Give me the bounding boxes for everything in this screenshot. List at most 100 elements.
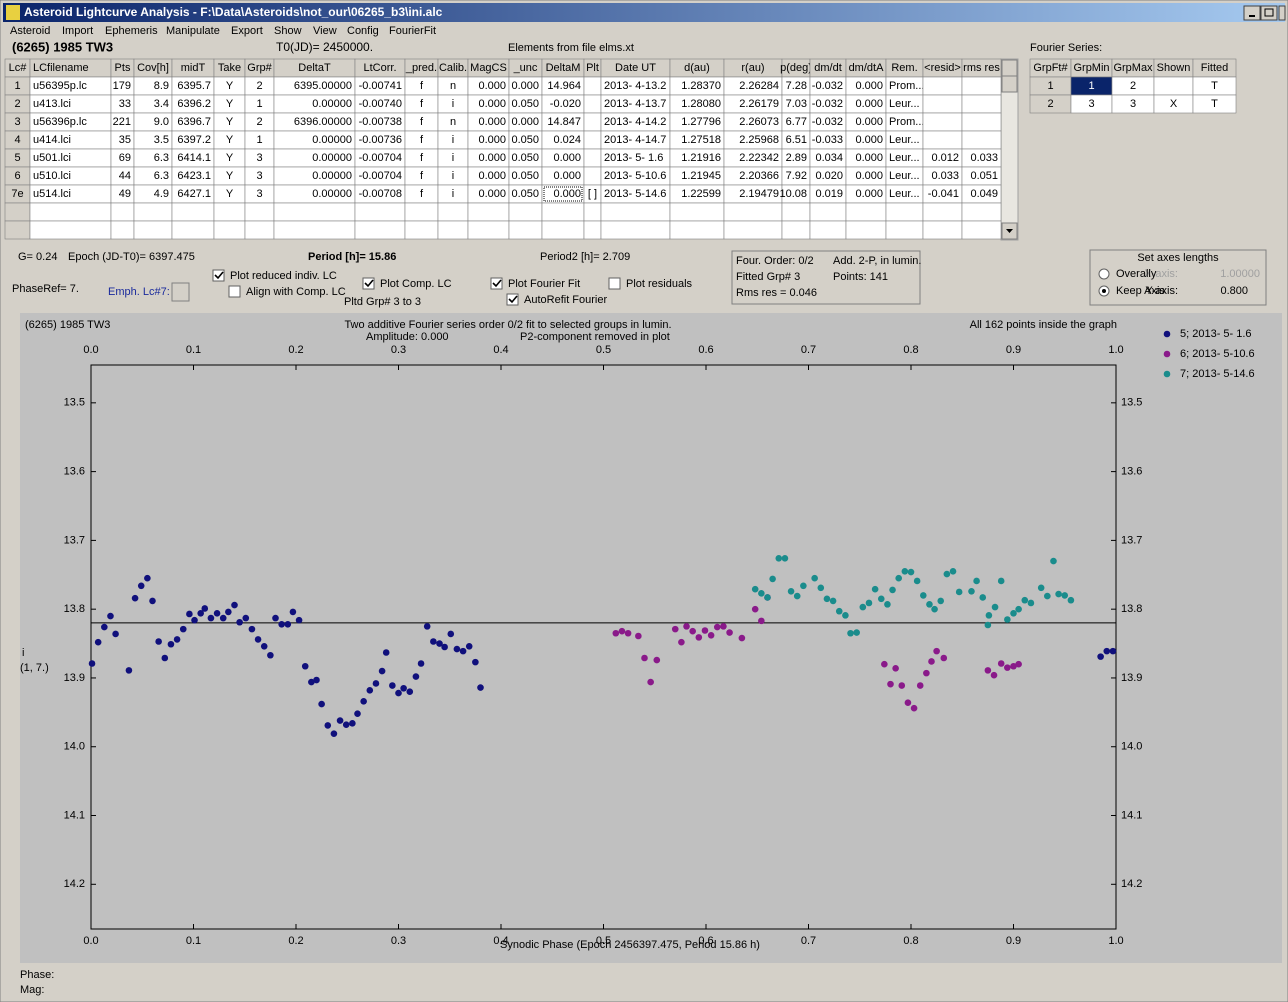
data-point <box>943 570 951 578</box>
data-point <box>689 627 696 635</box>
data-point <box>758 617 765 625</box>
empty-cell <box>4 202 31 222</box>
t0-label: T0(JD)= 2450000. <box>276 40 373 54</box>
data-point <box>88 660 96 667</box>
checkbox[interactable] <box>228 285 241 298</box>
empty-cell <box>885 220 924 240</box>
table-cell-text: 3 <box>256 170 262 182</box>
table-cell-text: 0.00000 <box>312 134 352 146</box>
table-cell-text: Lc# <box>9 62 28 74</box>
checkbox-label: Align with Comp. LC <box>246 286 346 298</box>
x-tick-label: 0.2 <box>288 935 303 947</box>
table-cell-text: GrpMin <box>1073 62 1109 74</box>
checkbox[interactable] <box>362 277 375 290</box>
x-tick-label: 0.9 <box>1006 935 1021 947</box>
table-cell <box>583 166 602 186</box>
menu-item[interactable]: Show <box>274 25 302 37</box>
empty-cell <box>723 220 783 240</box>
data-point <box>635 632 642 640</box>
y-tick-label: 14.0 <box>1121 741 1142 753</box>
table-cell-text: 0.000 <box>553 152 581 164</box>
table-cell-text: Pts <box>115 62 131 74</box>
data-point <box>284 621 292 628</box>
data-point <box>191 616 198 624</box>
table-cell <box>583 112 602 132</box>
close-button[interactable] <box>1278 5 1286 21</box>
spin-button[interactable] <box>171 282 190 302</box>
window-buttons[interactable] <box>1243 5 1286 21</box>
asteroid-name: (6265) 1985 TW3 <box>12 39 113 54</box>
table-cell-text: p(deg) <box>780 62 812 74</box>
menu-item[interactable]: Asteroid <box>10 25 50 37</box>
table-cell-text: 33 <box>119 98 131 110</box>
table-cell-text: 6395.7 <box>177 80 211 92</box>
menu-item[interactable]: FourierFit <box>389 25 436 37</box>
x-tick-label: 0.5 <box>596 344 611 356</box>
menu-item[interactable]: View <box>313 25 337 37</box>
table-cell-text: LtCorr. <box>363 62 396 74</box>
table-cell-text: 0.00000 <box>312 152 352 164</box>
table-cell-text: 6 <box>14 170 20 182</box>
data-point <box>465 643 473 650</box>
table-cell-text: -0.020 <box>550 98 581 110</box>
table-cell-text: LCfilename <box>33 62 89 74</box>
y-tick-label: 14.2 <box>64 878 85 890</box>
table-cell-text: 1.21916 <box>681 152 721 164</box>
minimize-button[interactable] <box>1243 5 1261 21</box>
checkbox[interactable] <box>608 277 621 290</box>
scroll-thumb[interactable] <box>1001 75 1018 93</box>
radio-button[interactable] <box>1098 268 1110 280</box>
table-cell-text: n <box>450 80 456 92</box>
table-cell-text: Rem. <box>891 62 917 74</box>
table-cell-text: T <box>1211 98 1218 110</box>
data-point <box>242 614 250 622</box>
x-tick-label: 1.0 <box>1108 344 1123 356</box>
table-cell-text: 2013- 5-10.6 <box>604 170 666 182</box>
plot-panel <box>20 313 1282 963</box>
menu-item[interactable]: Config <box>347 25 379 37</box>
data-point <box>781 554 789 562</box>
table-cell-text: 2013- 5- 1.6 <box>604 152 663 164</box>
table-cell-text: f <box>420 152 424 164</box>
fourier-title: Fourier Series: <box>1030 42 1102 54</box>
table-cell-text: Prom... <box>889 116 924 128</box>
table-cell-text: -0.032 <box>812 98 843 110</box>
data-point <box>231 601 238 609</box>
scroll-up[interactable] <box>1001 59 1018 77</box>
data-point <box>137 582 145 590</box>
chart-note: All 162 points inside the graph <box>970 319 1117 331</box>
checkbox[interactable] <box>506 293 519 306</box>
data-point <box>811 574 818 582</box>
table-cell-text: 35 <box>119 134 131 146</box>
data-point <box>219 614 227 622</box>
data-point <box>308 678 315 686</box>
data-point <box>926 601 933 608</box>
checkbox[interactable] <box>490 277 503 290</box>
menu-item[interactable]: Export <box>231 25 263 37</box>
table-cell-text: Leur... <box>889 134 920 146</box>
legend-marker <box>1163 370 1171 378</box>
menu-item[interactable]: Ephemeris <box>105 25 158 37</box>
table-cell-text: 1.21945 <box>681 170 721 182</box>
radio-dot <box>1102 289 1106 293</box>
empty-cell <box>273 220 356 240</box>
data-point <box>671 625 679 633</box>
menu-item[interactable]: Manipulate <box>166 25 220 37</box>
maximize-button[interactable] <box>1260 5 1278 21</box>
data-point <box>436 640 443 647</box>
data-point <box>318 700 325 708</box>
x-tick-label: 0.5 <box>596 935 611 947</box>
y-axis-title: i <box>22 647 24 659</box>
checkbox[interactable] <box>212 269 225 282</box>
empty-cell <box>437 202 469 222</box>
table-cell-text: 5 <box>14 152 20 164</box>
menu-item[interactable]: Import <box>62 25 93 37</box>
table-cell-text: f <box>420 170 424 182</box>
table-cell-text: 8.9 <box>154 80 169 92</box>
table-cell-text: 2013- 4-13.7 <box>604 98 666 110</box>
table-cell-text: 0.000 <box>553 188 581 200</box>
empty-cell <box>541 202 585 222</box>
table-cell-text: T <box>1211 80 1218 92</box>
empty-cell <box>922 220 963 240</box>
data-point <box>101 623 108 631</box>
